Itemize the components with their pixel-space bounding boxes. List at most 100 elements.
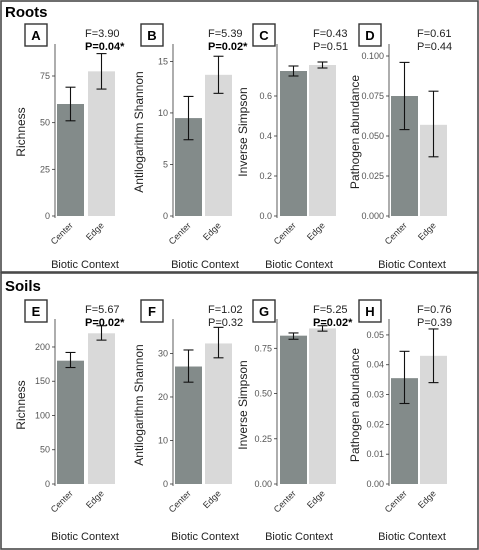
y-tick-label: 0.6 xyxy=(259,91,272,101)
y-tick-label: 75 xyxy=(40,71,50,81)
x-axis-label: Biotic Context xyxy=(265,259,333,271)
y-tick-label: 100 xyxy=(35,410,50,420)
y-tick-label: 0.00 xyxy=(254,479,272,489)
panel-letter-box xyxy=(358,23,382,47)
panel-g: G F=5.25P=0.02* 0.00 0.25 0.50 0.75 Inverse Si… xyxy=(236,299,353,543)
x-axis-label: Biotic Context xyxy=(51,259,119,271)
panel-letter: G xyxy=(259,304,269,319)
y-tick-label: 0.025 xyxy=(361,171,384,181)
y-tick-label: 20 xyxy=(158,392,168,402)
stat-p-value: P=0.44 xyxy=(417,41,452,53)
y-tick-label: 15 xyxy=(158,56,168,66)
panel-letter-box xyxy=(140,23,164,47)
category-label: Center xyxy=(272,488,298,514)
panel-letter-box xyxy=(24,299,48,323)
y-tick-label: 10 xyxy=(158,435,168,445)
x-axis-label: Biotic Context xyxy=(378,259,446,271)
x-axis-label: Biotic Context xyxy=(51,531,119,543)
bar-center xyxy=(175,366,202,484)
stat-p-value: P=0.51 xyxy=(313,41,348,53)
y-tick-label: 200 xyxy=(35,342,50,352)
category-label: Edge xyxy=(201,220,223,242)
y-tick-label: 0.04 xyxy=(366,360,384,370)
panel-e: E F=5.67P=0.02* 0 50 100 150 200 Richness Center… xyxy=(14,299,125,543)
y-tick-label: 0 xyxy=(45,479,50,489)
soils-section-title: Soils xyxy=(5,278,41,295)
panel-letter-box xyxy=(140,299,164,323)
y-tick-label: 0.000 xyxy=(361,211,384,221)
y-tick-label: 0.00 xyxy=(366,479,384,489)
stat-p-value: P=0.02* xyxy=(208,41,248,53)
bar-edge xyxy=(309,65,336,216)
panel-letter-box xyxy=(252,23,276,47)
bar-edge xyxy=(205,74,232,216)
category-label: Center xyxy=(49,488,75,514)
category-label: Center xyxy=(49,220,75,246)
panel-letter: B xyxy=(147,28,156,43)
y-tick-label: 0.25 xyxy=(254,434,272,444)
bar-edge xyxy=(88,333,115,484)
y-tick-label: 0.75 xyxy=(254,343,272,353)
bar-edge xyxy=(309,328,336,484)
y-tick-label: 0.02 xyxy=(366,419,384,429)
bar-center xyxy=(280,71,307,216)
y-tick-label: 0.2 xyxy=(259,171,272,181)
stat-f-value: F=0.43 xyxy=(313,28,348,40)
stat-p-value: P=0.04* xyxy=(85,41,125,53)
y-tick-label: 0.0 xyxy=(259,211,272,221)
panel-letter-box xyxy=(252,299,276,323)
panel-letter: A xyxy=(31,28,41,43)
category-label: Center xyxy=(272,220,298,246)
y-tick-label: 10 xyxy=(158,108,168,118)
y-tick-label: 0.50 xyxy=(254,389,272,399)
bar-edge xyxy=(88,71,115,216)
y-tick-label: 150 xyxy=(35,376,50,386)
stat-p-value: P=0.02* xyxy=(313,317,353,329)
y-tick-label: 0.4 xyxy=(259,131,272,141)
x-axis-label: Biotic Context xyxy=(171,531,239,543)
y-tick-label: 0 xyxy=(45,211,50,221)
stat-f-value: F=0.76 xyxy=(417,304,452,316)
roots-section-title: Roots xyxy=(5,4,48,21)
category-label: Center xyxy=(167,488,193,514)
y-tick-label: 50 xyxy=(40,118,50,128)
y-axis-label: Antilogarithm Shannon xyxy=(132,71,146,192)
bar-center xyxy=(280,335,307,484)
panel-d: D F=0.61P=0.44 0.000 0.025 0.050 0.075 0.100 Pa… xyxy=(348,23,452,271)
y-tick-label: 0.100 xyxy=(361,51,384,61)
x-axis-label: Biotic Context xyxy=(171,259,239,271)
category-label: Center xyxy=(383,488,409,514)
soils-section-frame xyxy=(0,272,479,550)
stat-f-value: F=5.67 xyxy=(85,304,120,316)
y-tick-label: 50 xyxy=(40,445,50,455)
category-label: Edge xyxy=(305,488,327,510)
panel-c: C F=0.43P=0.51 0.0 0.2 0.4 0.6 Inverse Simpson… xyxy=(236,23,348,271)
stat-p-value: P=0.39 xyxy=(417,317,452,329)
stat-f-value: F=5.39 xyxy=(208,28,243,40)
bar-center xyxy=(57,360,84,484)
panel-letter: D xyxy=(365,28,374,43)
y-axis-label: Inverse Simpson xyxy=(236,87,250,176)
stat-p-value: P=0.32 xyxy=(208,317,243,329)
y-tick-label: 0 xyxy=(163,211,168,221)
y-axis-label: Pathogen abundance xyxy=(348,75,362,189)
bar-edge xyxy=(205,343,232,484)
roots-section-frame xyxy=(0,0,479,273)
panel-h: H F=0.76P=0.39 0.00 0.01 0.02 0.03 0.04 0.05 Pat… xyxy=(348,299,452,543)
x-axis-label: Biotic Context xyxy=(378,531,446,543)
y-axis-label: Antilogarithm Shannon xyxy=(132,344,146,465)
y-tick-label: 0.075 xyxy=(361,91,384,101)
category-label: Edge xyxy=(84,220,106,242)
y-axis-label: Pathogen abundance xyxy=(348,348,362,462)
y-tick-label: 25 xyxy=(40,164,50,174)
panel-letter: F xyxy=(148,304,156,319)
category-label: Edge xyxy=(416,488,438,510)
y-tick-label: 0.03 xyxy=(366,390,384,400)
y-tick-label: 30 xyxy=(158,348,168,358)
panel-b: B F=5.39P=0.02* 0 5 10 15 Antilogarithm Shanno… xyxy=(132,23,248,271)
y-tick-label: 0.01 xyxy=(366,449,384,459)
stat-p-value: P=0.02* xyxy=(85,317,125,329)
stat-f-value: F=5.25 xyxy=(313,304,348,316)
panel-letter: H xyxy=(365,304,374,319)
